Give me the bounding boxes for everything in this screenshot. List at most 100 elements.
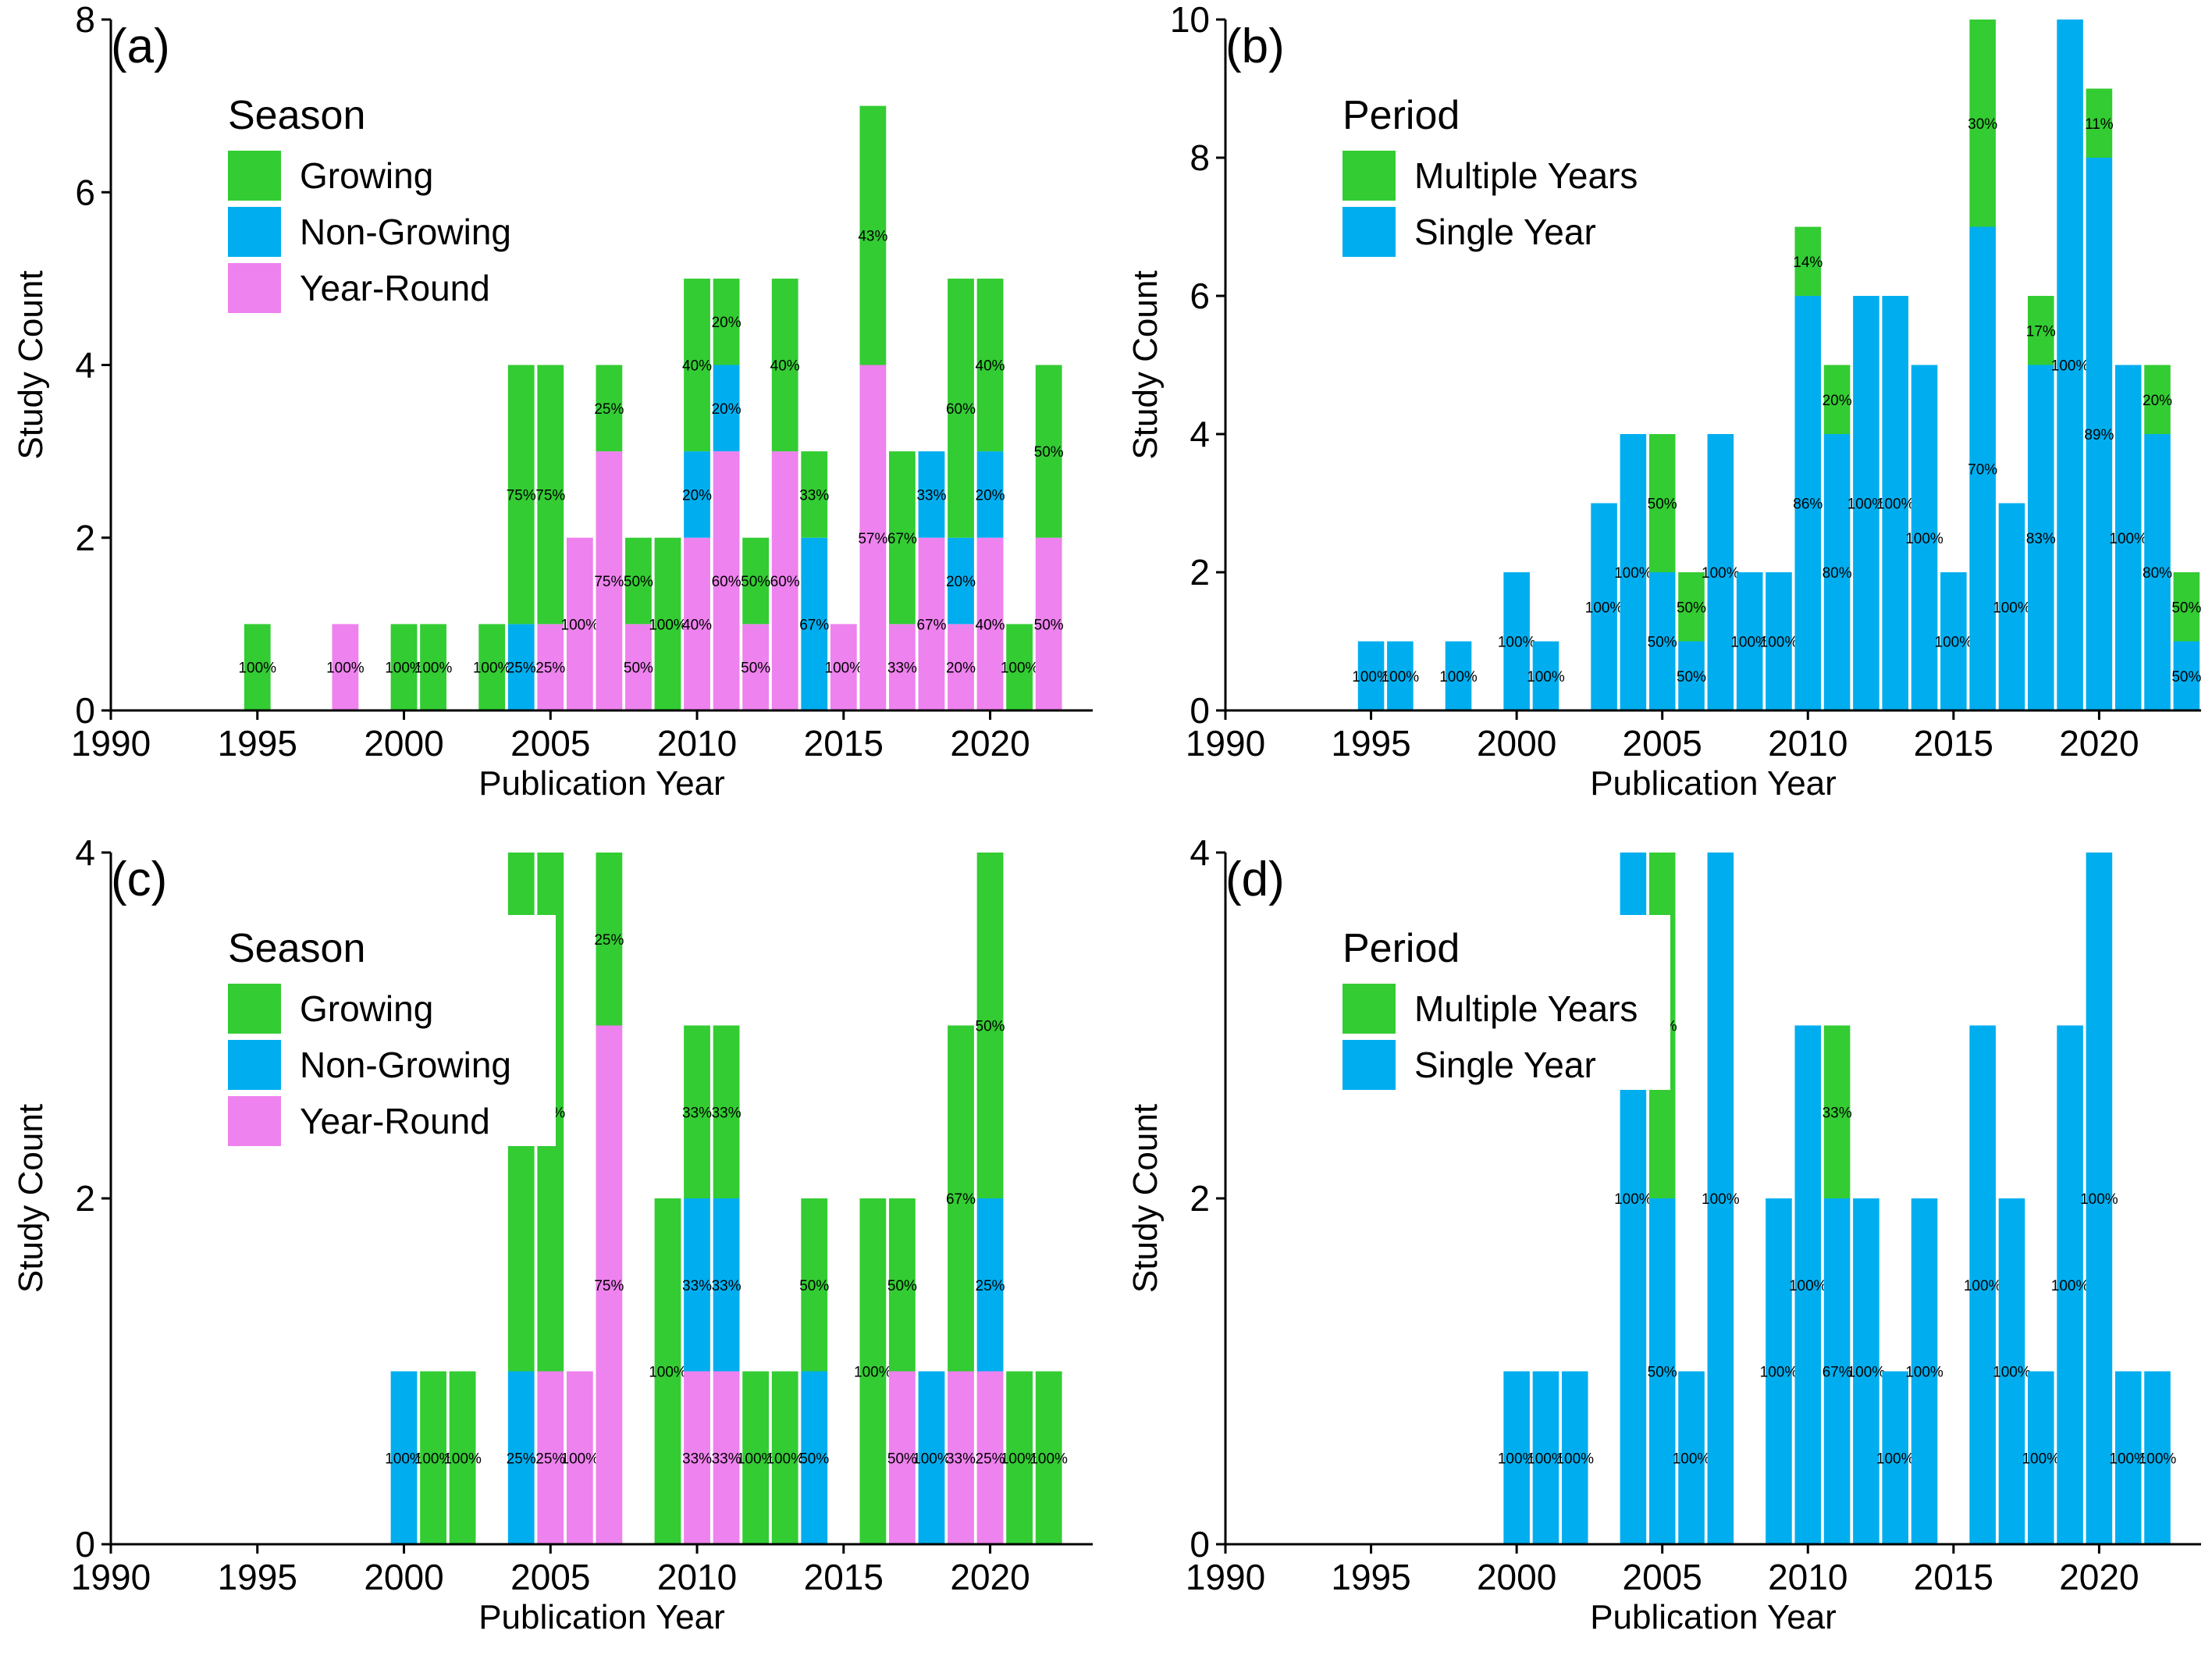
x-tick-label: 1995 bbox=[1331, 1557, 1410, 1597]
bar-d-2011-multiple-years bbox=[1823, 1025, 1851, 1198]
y-axis-title: Study Count bbox=[12, 270, 50, 459]
bar-a-1995-growing bbox=[244, 624, 271, 710]
bar-c-2017-year-round bbox=[889, 1371, 916, 1544]
bar-label: 89% bbox=[2084, 427, 2114, 443]
y-tick-label: 2 bbox=[1190, 552, 1210, 593]
legend-label: Non-Growing bbox=[300, 1045, 511, 1085]
y-tick-label: 2 bbox=[75, 518, 95, 558]
bar-a-2004-non-growing bbox=[507, 624, 535, 710]
bar-label: 40% bbox=[976, 358, 1005, 375]
legend-label: Year-Round bbox=[300, 268, 490, 308]
bar-label: 75% bbox=[507, 487, 536, 504]
bar-c-2013-growing bbox=[771, 1371, 798, 1544]
bar-label: 25% bbox=[594, 932, 624, 949]
bar-label: 100% bbox=[1760, 635, 1798, 651]
bar-a-2013-growing bbox=[771, 278, 798, 452]
bar-label: 100% bbox=[1614, 565, 1652, 582]
bar-b-2016-multiple-years bbox=[1969, 20, 1996, 227]
bar-label: 33% bbox=[682, 1105, 712, 1121]
bar-label: 25% bbox=[976, 1278, 1005, 1294]
bar-c-2017-growing bbox=[889, 1198, 916, 1372]
bar-b-2016-single-year bbox=[1969, 226, 1996, 710]
bar-label: 20% bbox=[946, 660, 976, 677]
bar-a-2021-growing bbox=[1006, 624, 1033, 710]
bar-label: 60% bbox=[770, 574, 800, 590]
bar-label: 100% bbox=[1702, 1191, 1740, 1208]
bar-label: 33% bbox=[916, 487, 946, 504]
bar-label: 100% bbox=[1847, 497, 1886, 513]
bar-label: 100% bbox=[854, 1365, 892, 1381]
x-tick-label: 2000 bbox=[1477, 1557, 1556, 1597]
bar-label: 40% bbox=[682, 617, 712, 633]
bar-b-2023-single-year bbox=[2173, 641, 2200, 710]
x-tick-label: 1990 bbox=[71, 1557, 151, 1597]
bar-c-2000-non-growing bbox=[390, 1371, 418, 1544]
bar-b-2020-single-year bbox=[2086, 158, 2113, 710]
bar-label: 100% bbox=[1001, 660, 1039, 677]
legend-swatch bbox=[228, 207, 281, 257]
x-tick-label: 2020 bbox=[950, 1557, 1030, 1597]
bar-a-2011-growing bbox=[713, 278, 740, 365]
legend-swatch bbox=[228, 1040, 281, 1090]
bar-label: 100% bbox=[1498, 635, 1536, 651]
bar-c-2001-growing bbox=[420, 1371, 446, 1544]
y-tick-label: 2 bbox=[75, 1178, 95, 1219]
bar-b-2011-multiple-years bbox=[1823, 365, 1851, 434]
legend-label: Year-Round bbox=[300, 1101, 490, 1141]
bar-a-1998-year-round bbox=[332, 624, 359, 710]
bar-a-2010-non-growing bbox=[684, 451, 710, 538]
bar-label: 30% bbox=[1968, 116, 1997, 133]
legend-title: Period bbox=[1342, 93, 1460, 138]
bar-b-2003-single-year bbox=[1591, 503, 1617, 710]
bar-d-2010-single-year bbox=[1794, 1025, 1822, 1544]
bar-b-2000-single-year bbox=[1503, 572, 1530, 710]
y-tick-label: 4 bbox=[1190, 414, 1210, 454]
bar-label: 50% bbox=[2171, 600, 2201, 616]
bar-label: 33% bbox=[1823, 1105, 1852, 1121]
legend-swatch bbox=[1342, 151, 1396, 201]
bar-label: 70% bbox=[1968, 461, 1997, 478]
bar-label: 100% bbox=[1382, 669, 1420, 685]
bar-c-2016-growing bbox=[859, 1198, 887, 1544]
panel-b: 100%100% 100%100%100%100%100%50%50%50%50%… bbox=[1126, 0, 2201, 803]
bar-label: 50% bbox=[1648, 1365, 1677, 1381]
bar-b-2006-multiple-years bbox=[1678, 572, 1705, 642]
bar-label: 83% bbox=[2026, 531, 2056, 547]
legend-label: Single Year bbox=[1414, 1045, 1596, 1085]
x-tick-label: 2020 bbox=[2059, 723, 2139, 764]
legend-label: Single Year bbox=[1414, 212, 1596, 252]
bar-label: 60% bbox=[946, 401, 976, 418]
bar-a-2011-non-growing bbox=[713, 365, 740, 452]
bar-label: 100% bbox=[1876, 497, 1915, 513]
bar-c-2018-non-growing bbox=[918, 1371, 945, 1544]
bar-c-2011-growing bbox=[713, 1025, 740, 1198]
panel-label: (b) bbox=[1225, 20, 1285, 73]
bar-label: 100% bbox=[2109, 531, 2147, 547]
y-tick-label: 4 bbox=[1190, 832, 1210, 873]
bar-label: 40% bbox=[976, 617, 1005, 633]
bar-b-2008-single-year bbox=[1736, 572, 1763, 710]
bar-label: 75% bbox=[535, 487, 565, 504]
y-tick-label: 4 bbox=[75, 832, 95, 873]
legend-swatch bbox=[228, 1096, 281, 1146]
bar-label: 67% bbox=[887, 531, 917, 547]
bar-a-2007-year-round bbox=[596, 451, 623, 710]
legend-title: Season bbox=[228, 93, 365, 138]
bar-label: 43% bbox=[858, 229, 887, 245]
bar-a-2015-year-round bbox=[830, 624, 857, 710]
bar-label: 100% bbox=[385, 660, 423, 677]
bar-label: 100% bbox=[473, 660, 511, 677]
bar-d-2005-single-year bbox=[1648, 1198, 1676, 1544]
bar-label: 100% bbox=[1614, 1191, 1652, 1208]
y-axis-title: Study Count bbox=[12, 1104, 50, 1293]
bar-a-2022-year-round bbox=[1035, 537, 1062, 710]
bar-b-2010-multiple-years bbox=[1794, 226, 1822, 296]
bar-d-2017-single-year bbox=[1998, 1198, 2025, 1544]
bar-d-2018-single-year bbox=[2027, 1371, 2054, 1544]
bar-label: 100% bbox=[1789, 1278, 1827, 1294]
bar-c-2020-growing bbox=[976, 853, 1004, 1198]
bar-label: 14% bbox=[1793, 255, 1823, 271]
bar-label: 50% bbox=[887, 1451, 917, 1467]
y-tick-label: 8 bbox=[75, 0, 95, 40]
